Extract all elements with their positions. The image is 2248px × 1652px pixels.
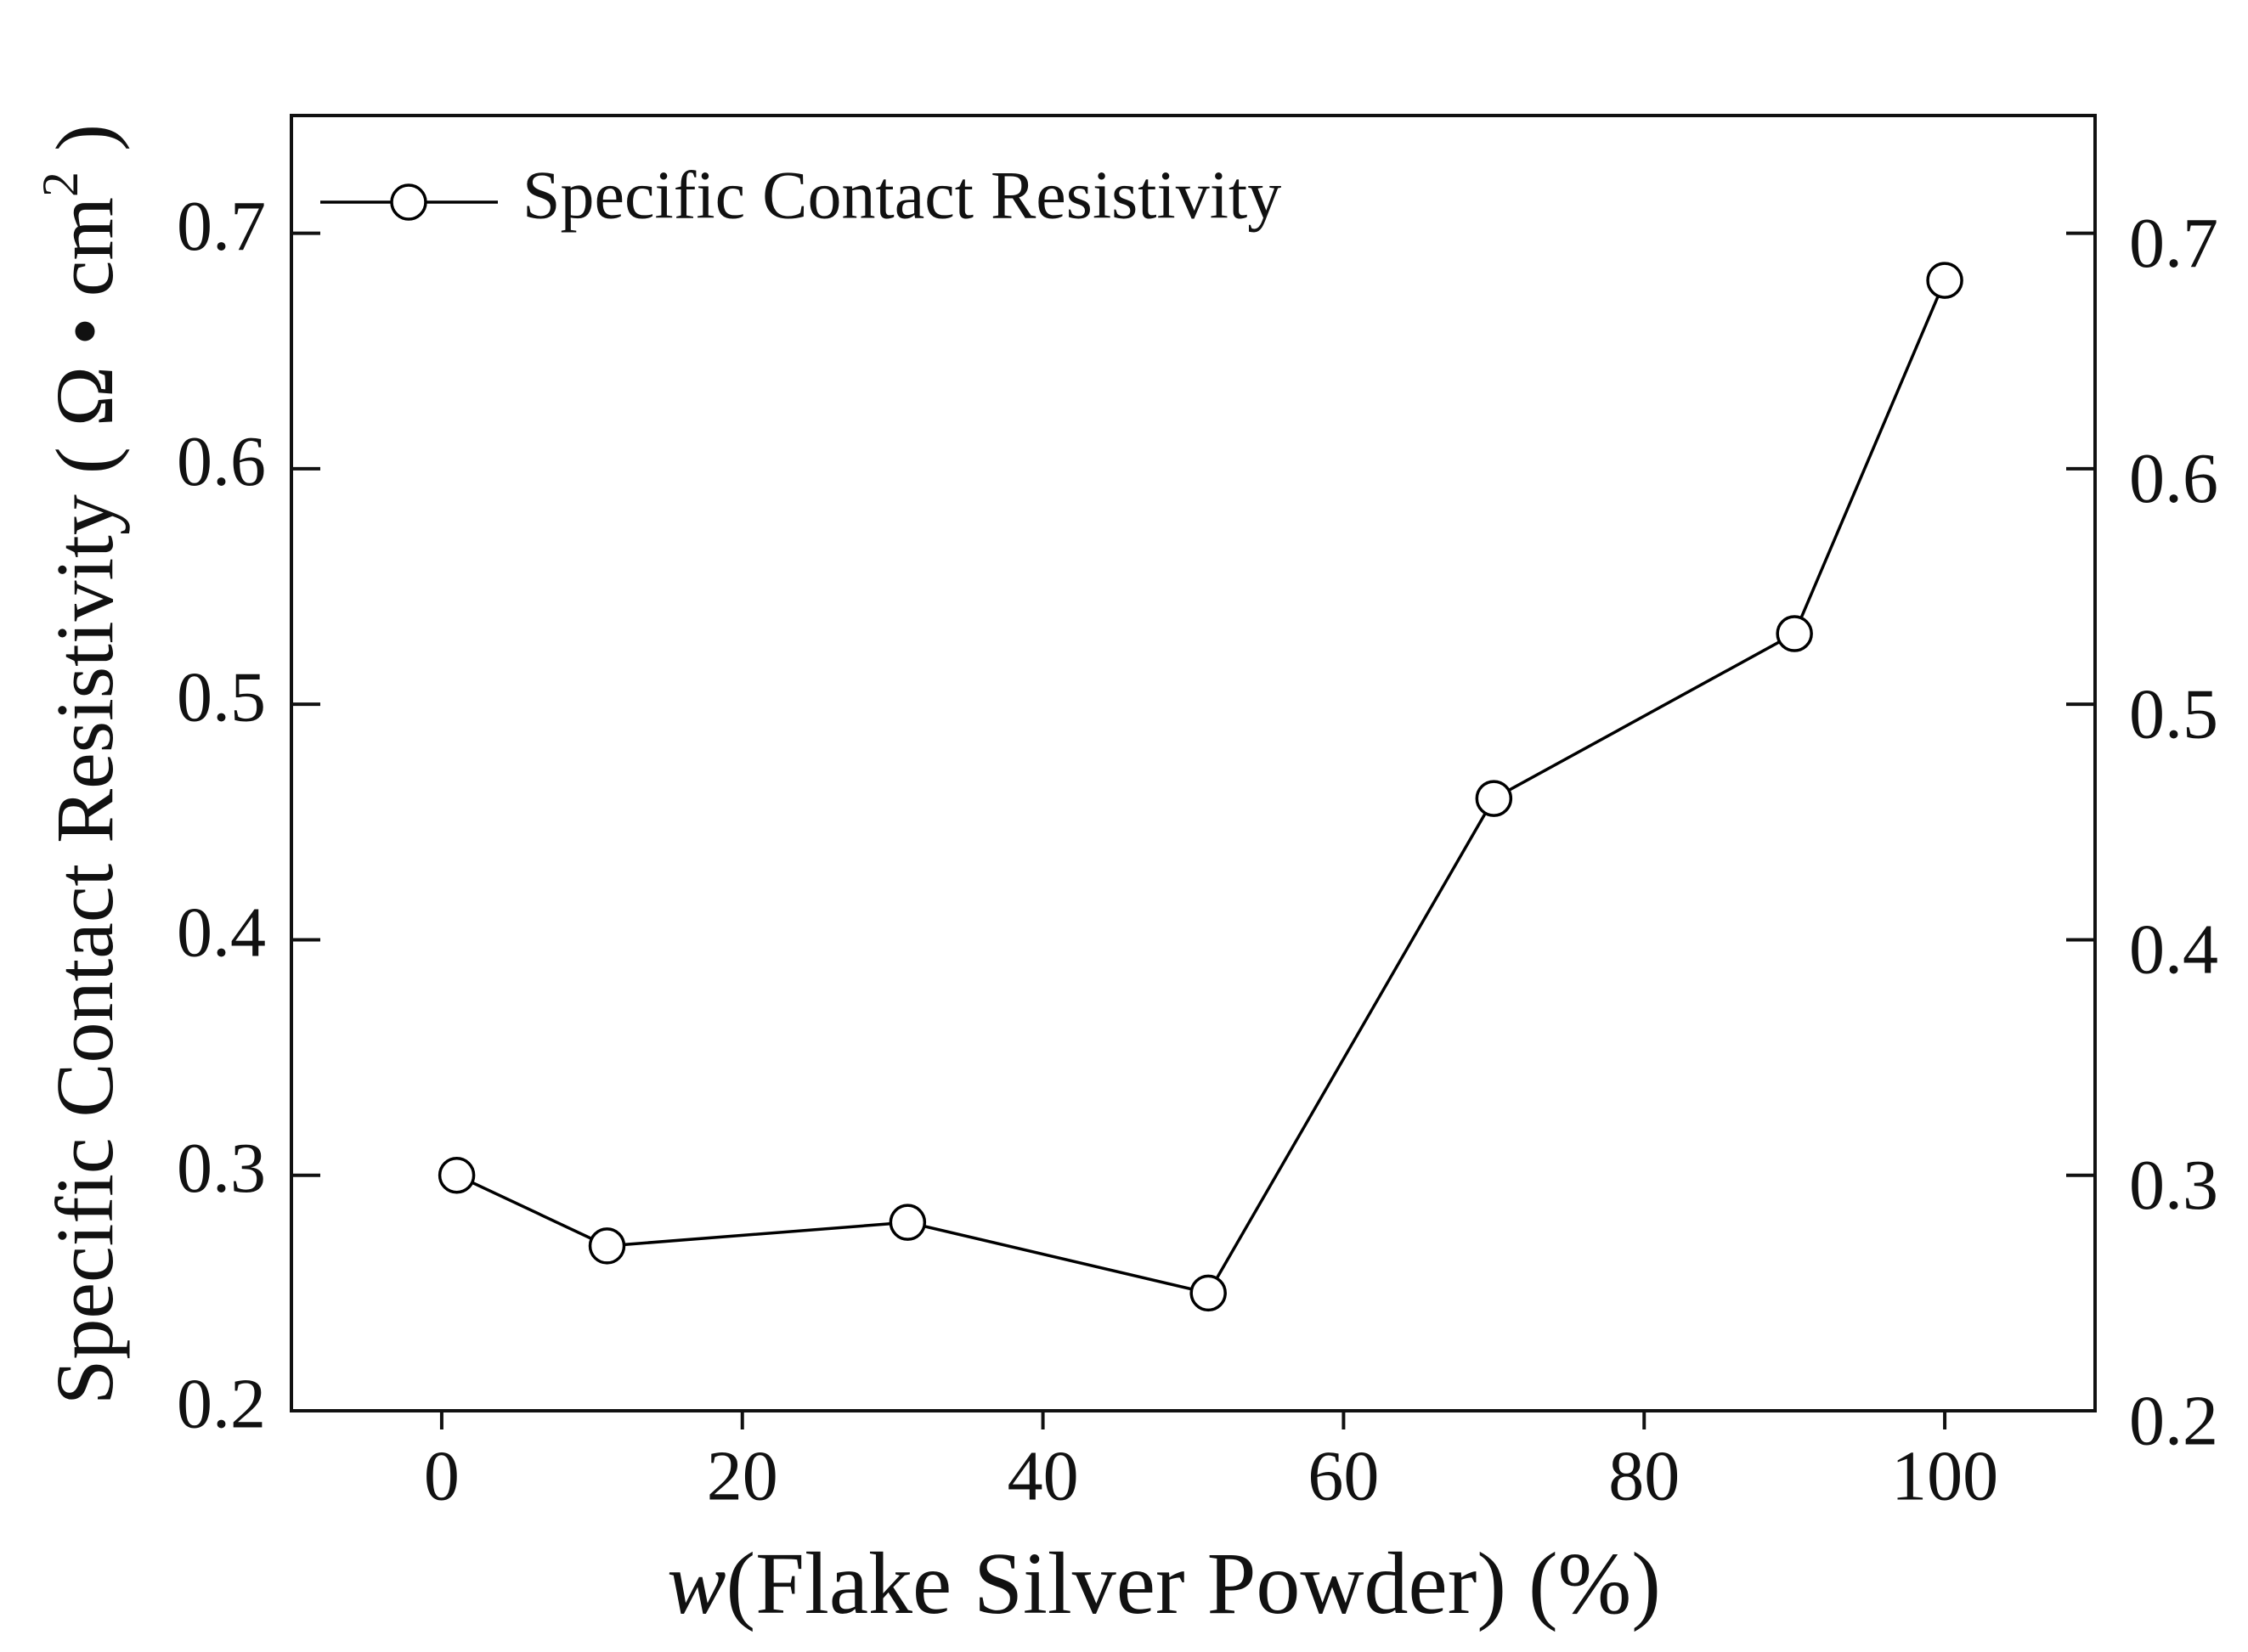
y2-tick-label: 0.7 [2129, 204, 2218, 283]
x-tick-label: 40 [1008, 1436, 1079, 1515]
y-tick-label: 0.6 [177, 422, 266, 501]
x-tick-label: 60 [1308, 1436, 1379, 1515]
data-point [889, 1204, 927, 1241]
y-axis-label-main: Specific Contact Resistivity ( Ω • cm [39, 197, 130, 1405]
x-tick-label: 80 [1608, 1436, 1680, 1515]
y2-tick-label: 0.4 [2129, 911, 2218, 990]
data-point [588, 1227, 626, 1265]
y2-tick-label: 0.5 [2129, 674, 2218, 753]
data-point [1926, 262, 1963, 299]
plot-frame [290, 114, 2097, 1412]
y-tick-label: 0.7 [177, 187, 266, 266]
y2-tick-label: 0.3 [2129, 1146, 2218, 1225]
legend-marker [390, 183, 427, 221]
series-line [455, 279, 1946, 1295]
x-axis-label-rest: (Flake Silver Powder) (%) [726, 1535, 1660, 1632]
data-point [438, 1156, 476, 1194]
data-point [1776, 615, 1813, 652]
data-point [1189, 1274, 1227, 1312]
x-tick-label: 0 [424, 1436, 460, 1515]
x-tick-label: 20 [707, 1436, 778, 1515]
y2-tick-label: 0.6 [2129, 439, 2218, 518]
x-axis-label-italic: w [667, 1535, 726, 1632]
legend-label: Specific Contact Resistivity [522, 158, 1281, 233]
x-tick-label: 100 [1891, 1436, 1998, 1515]
y-axis-label-close: ) [39, 124, 130, 172]
y-axis-label: Specific Contact Resistivity ( Ω • cm2 ) [32, 124, 130, 1405]
y-tick-label: 0.5 [177, 657, 266, 736]
x-axis-label: w(Flake Silver Powder) (%) [667, 1535, 1661, 1632]
y-axis-label-sup: 2 [32, 172, 88, 197]
y-tick-label: 0.4 [177, 894, 266, 973]
y-tick-label: 0.3 [177, 1129, 266, 1208]
data-point [1475, 780, 1513, 817]
y2-tick-label: 0.2 [2129, 1381, 2218, 1460]
y-tick-label: 0.2 [177, 1364, 266, 1443]
